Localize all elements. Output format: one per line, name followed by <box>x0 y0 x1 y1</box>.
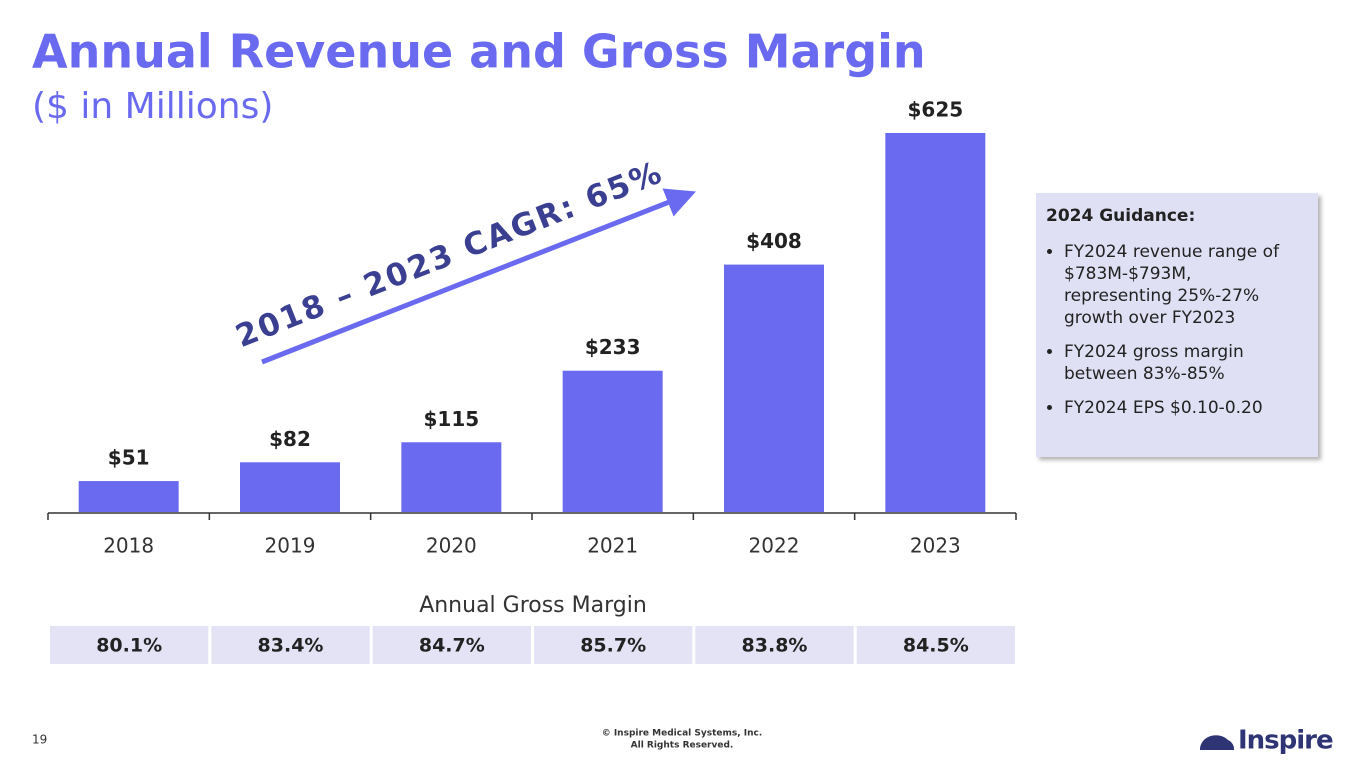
guidance-bullet: FY2024 EPS $0.10-0.20 <box>1064 397 1304 419</box>
table-cell-text: 80.1% <box>96 635 162 657</box>
guidance-box: 2024 Guidance: FY2024 revenue range of $… <box>1036 193 1318 457</box>
logo: Inspire <box>1238 726 1333 756</box>
x-tick-label: 2019 <box>265 534 316 558</box>
table-cell <box>211 626 370 664</box>
table-cell <box>50 626 209 664</box>
bar <box>78 481 179 512</box>
copyright: All Rights Reserved. <box>631 741 734 751</box>
table-cell-text: 83.8% <box>742 635 808 657</box>
bar <box>885 133 986 512</box>
bar <box>401 442 502 512</box>
guidance-bullet: FY2024 gross margin between 83%-85% <box>1064 341 1304 385</box>
page-number: 19 <box>32 733 47 747</box>
table-title: Annual Gross Margin <box>419 593 647 618</box>
value-label: $625 <box>907 98 963 122</box>
value-label: $408 <box>746 229 802 253</box>
copyright: © Inspire Medical Systems, Inc. <box>602 729 763 739</box>
bar <box>724 264 824 512</box>
x-tick-label: 2023 <box>910 534 961 558</box>
table-cell-text: 85.7% <box>580 635 646 657</box>
x-tick-label: 2018 <box>103 534 154 558</box>
value-label: $115 <box>423 407 479 431</box>
value-label: $233 <box>585 335 641 359</box>
value-label: $51 <box>108 446 150 470</box>
x-tick-label: 2021 <box>587 534 638 558</box>
x-tick-label: 2022 <box>749 534 800 558</box>
table-cell-text: 84.7% <box>419 635 485 657</box>
table-cell <box>534 626 693 664</box>
x-tick-label: 2020 <box>426 534 477 558</box>
table-cell-text: 84.5% <box>903 635 969 657</box>
value-label: $82 <box>269 427 311 451</box>
table-cell <box>695 626 854 664</box>
logo-icon <box>1199 735 1235 750</box>
chart-title: Annual Revenue and Gross Margin <box>32 25 926 79</box>
cagr-annotation: 2018 – 2023 CAGR: 65% <box>231 154 668 355</box>
bar <box>562 370 663 512</box>
table-cell <box>372 626 531 664</box>
bar <box>240 462 340 512</box>
guidance-title: 2024 Guidance: <box>1046 206 1196 226</box>
table-cell <box>856 626 1015 664</box>
table-cell-text: 83.4% <box>258 635 324 657</box>
trend-arrow <box>261 188 696 365</box>
guidance-bullet: FY2024 revenue range of $783M-$793M, rep… <box>1064 241 1304 329</box>
chart-subtitle: ($ in Millions) <box>32 86 273 127</box>
guidance-list: FY2024 revenue range of $783M-$793M, rep… <box>1046 241 1304 419</box>
